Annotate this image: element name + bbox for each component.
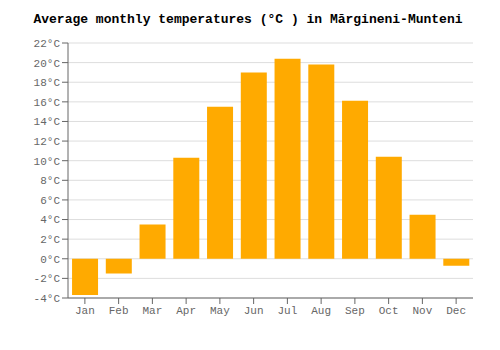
svg-text:16°C: 16°C bbox=[34, 97, 61, 109]
svg-text:Sep: Sep bbox=[345, 305, 365, 317]
svg-text:Nov: Nov bbox=[412, 305, 432, 317]
svg-text:Jun: Jun bbox=[244, 305, 264, 317]
svg-text:Mar: Mar bbox=[142, 305, 162, 317]
svg-text:Oct: Oct bbox=[379, 305, 399, 317]
svg-text:-2°C: -2°C bbox=[34, 273, 61, 285]
svg-text:2°C: 2°C bbox=[40, 234, 60, 246]
svg-text:22°C: 22°C bbox=[34, 38, 61, 50]
svg-text:6°C: 6°C bbox=[40, 195, 60, 207]
svg-text:Feb: Feb bbox=[109, 305, 129, 317]
svg-text:Jul: Jul bbox=[277, 305, 297, 317]
svg-text:14°C: 14°C bbox=[34, 116, 61, 128]
svg-text:4°C: 4°C bbox=[40, 214, 60, 226]
svg-text:Dec: Dec bbox=[446, 305, 466, 317]
svg-text:10°C: 10°C bbox=[34, 156, 61, 168]
svg-text:Aug: Aug bbox=[311, 305, 331, 317]
svg-text:12°C: 12°C bbox=[34, 136, 61, 148]
svg-text:18°C: 18°C bbox=[34, 77, 61, 89]
svg-text:8°C: 8°C bbox=[40, 175, 60, 187]
svg-text:0°C: 0°C bbox=[40, 254, 60, 266]
svg-text:-4°C: -4°C bbox=[34, 293, 61, 305]
html-text:Average monthly temperatures (: Average monthly temperatures (°C ) in Mă… bbox=[33, 12, 463, 27]
svg-text:Apr: Apr bbox=[176, 305, 196, 317]
svg-text:Jan: Jan bbox=[75, 305, 95, 317]
svg-text:May: May bbox=[210, 305, 230, 317]
svg-text:20°C: 20°C bbox=[34, 58, 61, 70]
